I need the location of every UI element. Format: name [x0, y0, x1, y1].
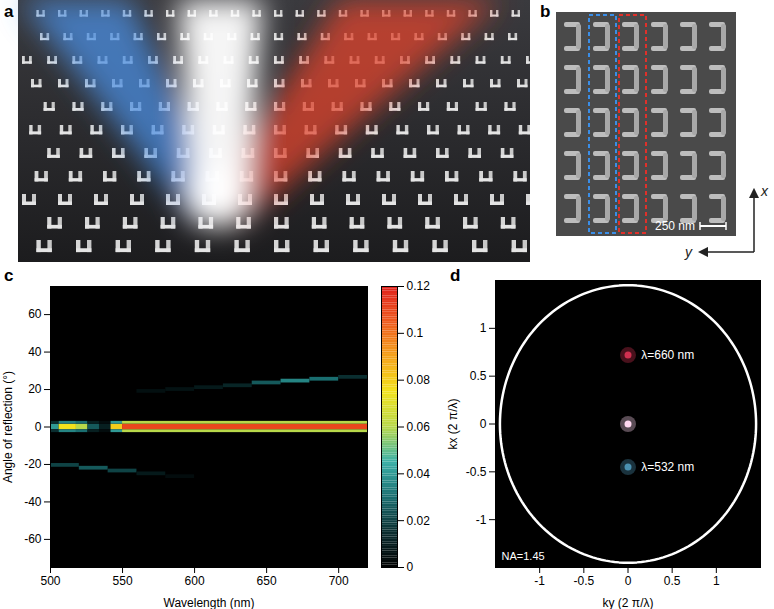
- html-text:d: d: [450, 266, 461, 285]
- svg-text:NA=1.45: NA=1.45: [502, 550, 545, 562]
- html-text:a: a: [4, 2, 14, 21]
- html-text:c: c: [4, 266, 14, 285]
- svg-text:λ=532 nm: λ=532 nm: [641, 460, 694, 474]
- svg-text:700: 700: [329, 574, 349, 588]
- svg-text:0.08: 0.08: [407, 373, 431, 387]
- svg-text:-60: -60: [24, 532, 42, 546]
- svg-text:550: 550: [113, 574, 133, 588]
- svg-text:0.5: 0.5: [470, 369, 487, 383]
- svg-text:500: 500: [40, 574, 60, 588]
- svg-text:0.02: 0.02: [407, 514, 431, 528]
- svg-text:0.04: 0.04: [407, 467, 431, 481]
- svg-text:0: 0: [625, 574, 632, 588]
- svg-text:60: 60: [28, 307, 42, 321]
- svg-text:0.06: 0.06: [407, 420, 431, 434]
- svg-text:250 nm: 250 nm: [655, 219, 695, 233]
- svg-text:Wavelength (nm): Wavelength (nm): [164, 596, 255, 609]
- svg-text:y: y: [684, 244, 693, 260]
- svg-text:λ=660 nm: λ=660 nm: [641, 348, 694, 362]
- svg-text:600: 600: [185, 574, 205, 588]
- svg-text:0.5: 0.5: [664, 574, 681, 588]
- svg-text:20: 20: [28, 382, 42, 396]
- svg-text:kx (2 π/λ): kx (2 π/λ): [446, 399, 460, 450]
- svg-text:0.12: 0.12: [407, 279, 431, 293]
- svg-text:-40: -40: [24, 495, 42, 509]
- svg-text:-20: -20: [24, 457, 42, 471]
- svg-text:-0.5: -0.5: [573, 574, 594, 588]
- svg-text:1: 1: [713, 574, 720, 588]
- svg-text:-0.5: -0.5: [466, 465, 487, 479]
- svg-text:-1: -1: [476, 513, 487, 527]
- svg-text:1: 1: [480, 321, 487, 335]
- svg-text:0: 0: [480, 417, 487, 431]
- svg-text:x: x: [760, 183, 769, 199]
- svg-text:0.1: 0.1: [407, 326, 424, 340]
- svg-text:-1: -1: [534, 574, 545, 588]
- svg-text:40: 40: [28, 345, 42, 359]
- svg-text:0: 0: [407, 560, 414, 574]
- svg-text:Angle of reflection (°): Angle of reflection (°): [1, 371, 15, 483]
- svg-text:650: 650: [257, 574, 277, 588]
- svg-text:ky (2 π/λ): ky (2 π/λ): [603, 596, 654, 609]
- svg-text:0: 0: [35, 420, 42, 434]
- html-text:b: b: [540, 2, 551, 21]
